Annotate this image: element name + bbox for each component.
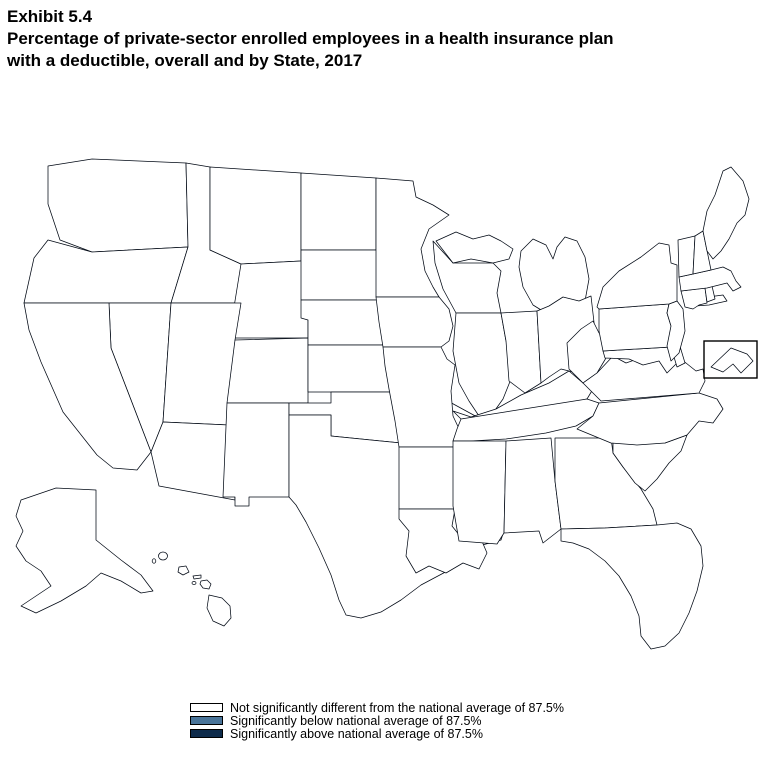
state-alaska (15, 487, 154, 614)
state-washington (47, 158, 189, 253)
state-hawaii-lanai (191, 581, 197, 585)
page-title: Exhibit 5.4 Percentage of private-sector… (7, 6, 614, 72)
state-montana (209, 166, 302, 265)
state-pennsylvania (598, 303, 674, 352)
state-georgia (554, 437, 658, 530)
exhibit-number: Exhibit 5.4 (7, 7, 93, 26)
state-michigan (518, 236, 590, 314)
state-south-dakota (300, 249, 388, 301)
state-hawaii-maui (199, 579, 212, 590)
legend-swatch-not-different (190, 703, 223, 712)
state-michigan-upper-peninsula (435, 231, 514, 264)
state-colorado (226, 337, 309, 404)
state-new-jersey (666, 300, 686, 362)
state-vermont (677, 235, 696, 278)
state-wyoming (228, 260, 309, 339)
legend-row-above: Significantly above national average of … (190, 726, 564, 741)
state-iowa (375, 296, 454, 348)
state-new-york (596, 242, 678, 310)
state-california (23, 302, 152, 471)
legend-label-above: Significantly above national average of … (230, 726, 483, 741)
legend-label-not-different: Not significantly different from the nat… (230, 700, 564, 715)
state-hawaii-niihau (151, 558, 157, 564)
state-north-dakota (300, 172, 377, 251)
state-alabama (503, 437, 562, 544)
state-hawaii-oahu (177, 565, 190, 576)
state-district-of-columbia (710, 347, 754, 374)
state-maine (702, 166, 750, 260)
state-massachusetts (678, 266, 742, 292)
title-line-2: with a deductible, overall and by State,… (7, 51, 363, 71)
map-legend: Not significantly different from the nat… (190, 700, 564, 741)
state-connecticut (680, 287, 708, 310)
state-hawaii-kauai (158, 551, 168, 561)
legend-label-below: Significantly below national average of … (230, 713, 482, 728)
state-louisiana (398, 508, 488, 574)
legend-row-below: Significantly below national average of … (190, 713, 564, 728)
state-hawaii-molokai (192, 574, 202, 580)
title-line-1: Percentage of private-sector enrolled em… (7, 29, 614, 49)
state-wisconsin (432, 240, 502, 314)
legend-swatch-above (190, 729, 223, 738)
state-hawaii-big-island (206, 594, 232, 627)
state-tennessee (452, 398, 600, 442)
state-mississippi (452, 440, 507, 545)
state-north-carolina (576, 392, 724, 446)
state-new-mexico (222, 402, 290, 507)
state-arizona (150, 421, 236, 501)
state-florida (560, 522, 704, 650)
legend-row-not-different: Not significantly different from the nat… (190, 700, 564, 715)
state-minnesota (375, 177, 450, 298)
state-new-hampshire (692, 230, 712, 275)
legend-swatch-below (190, 716, 223, 725)
